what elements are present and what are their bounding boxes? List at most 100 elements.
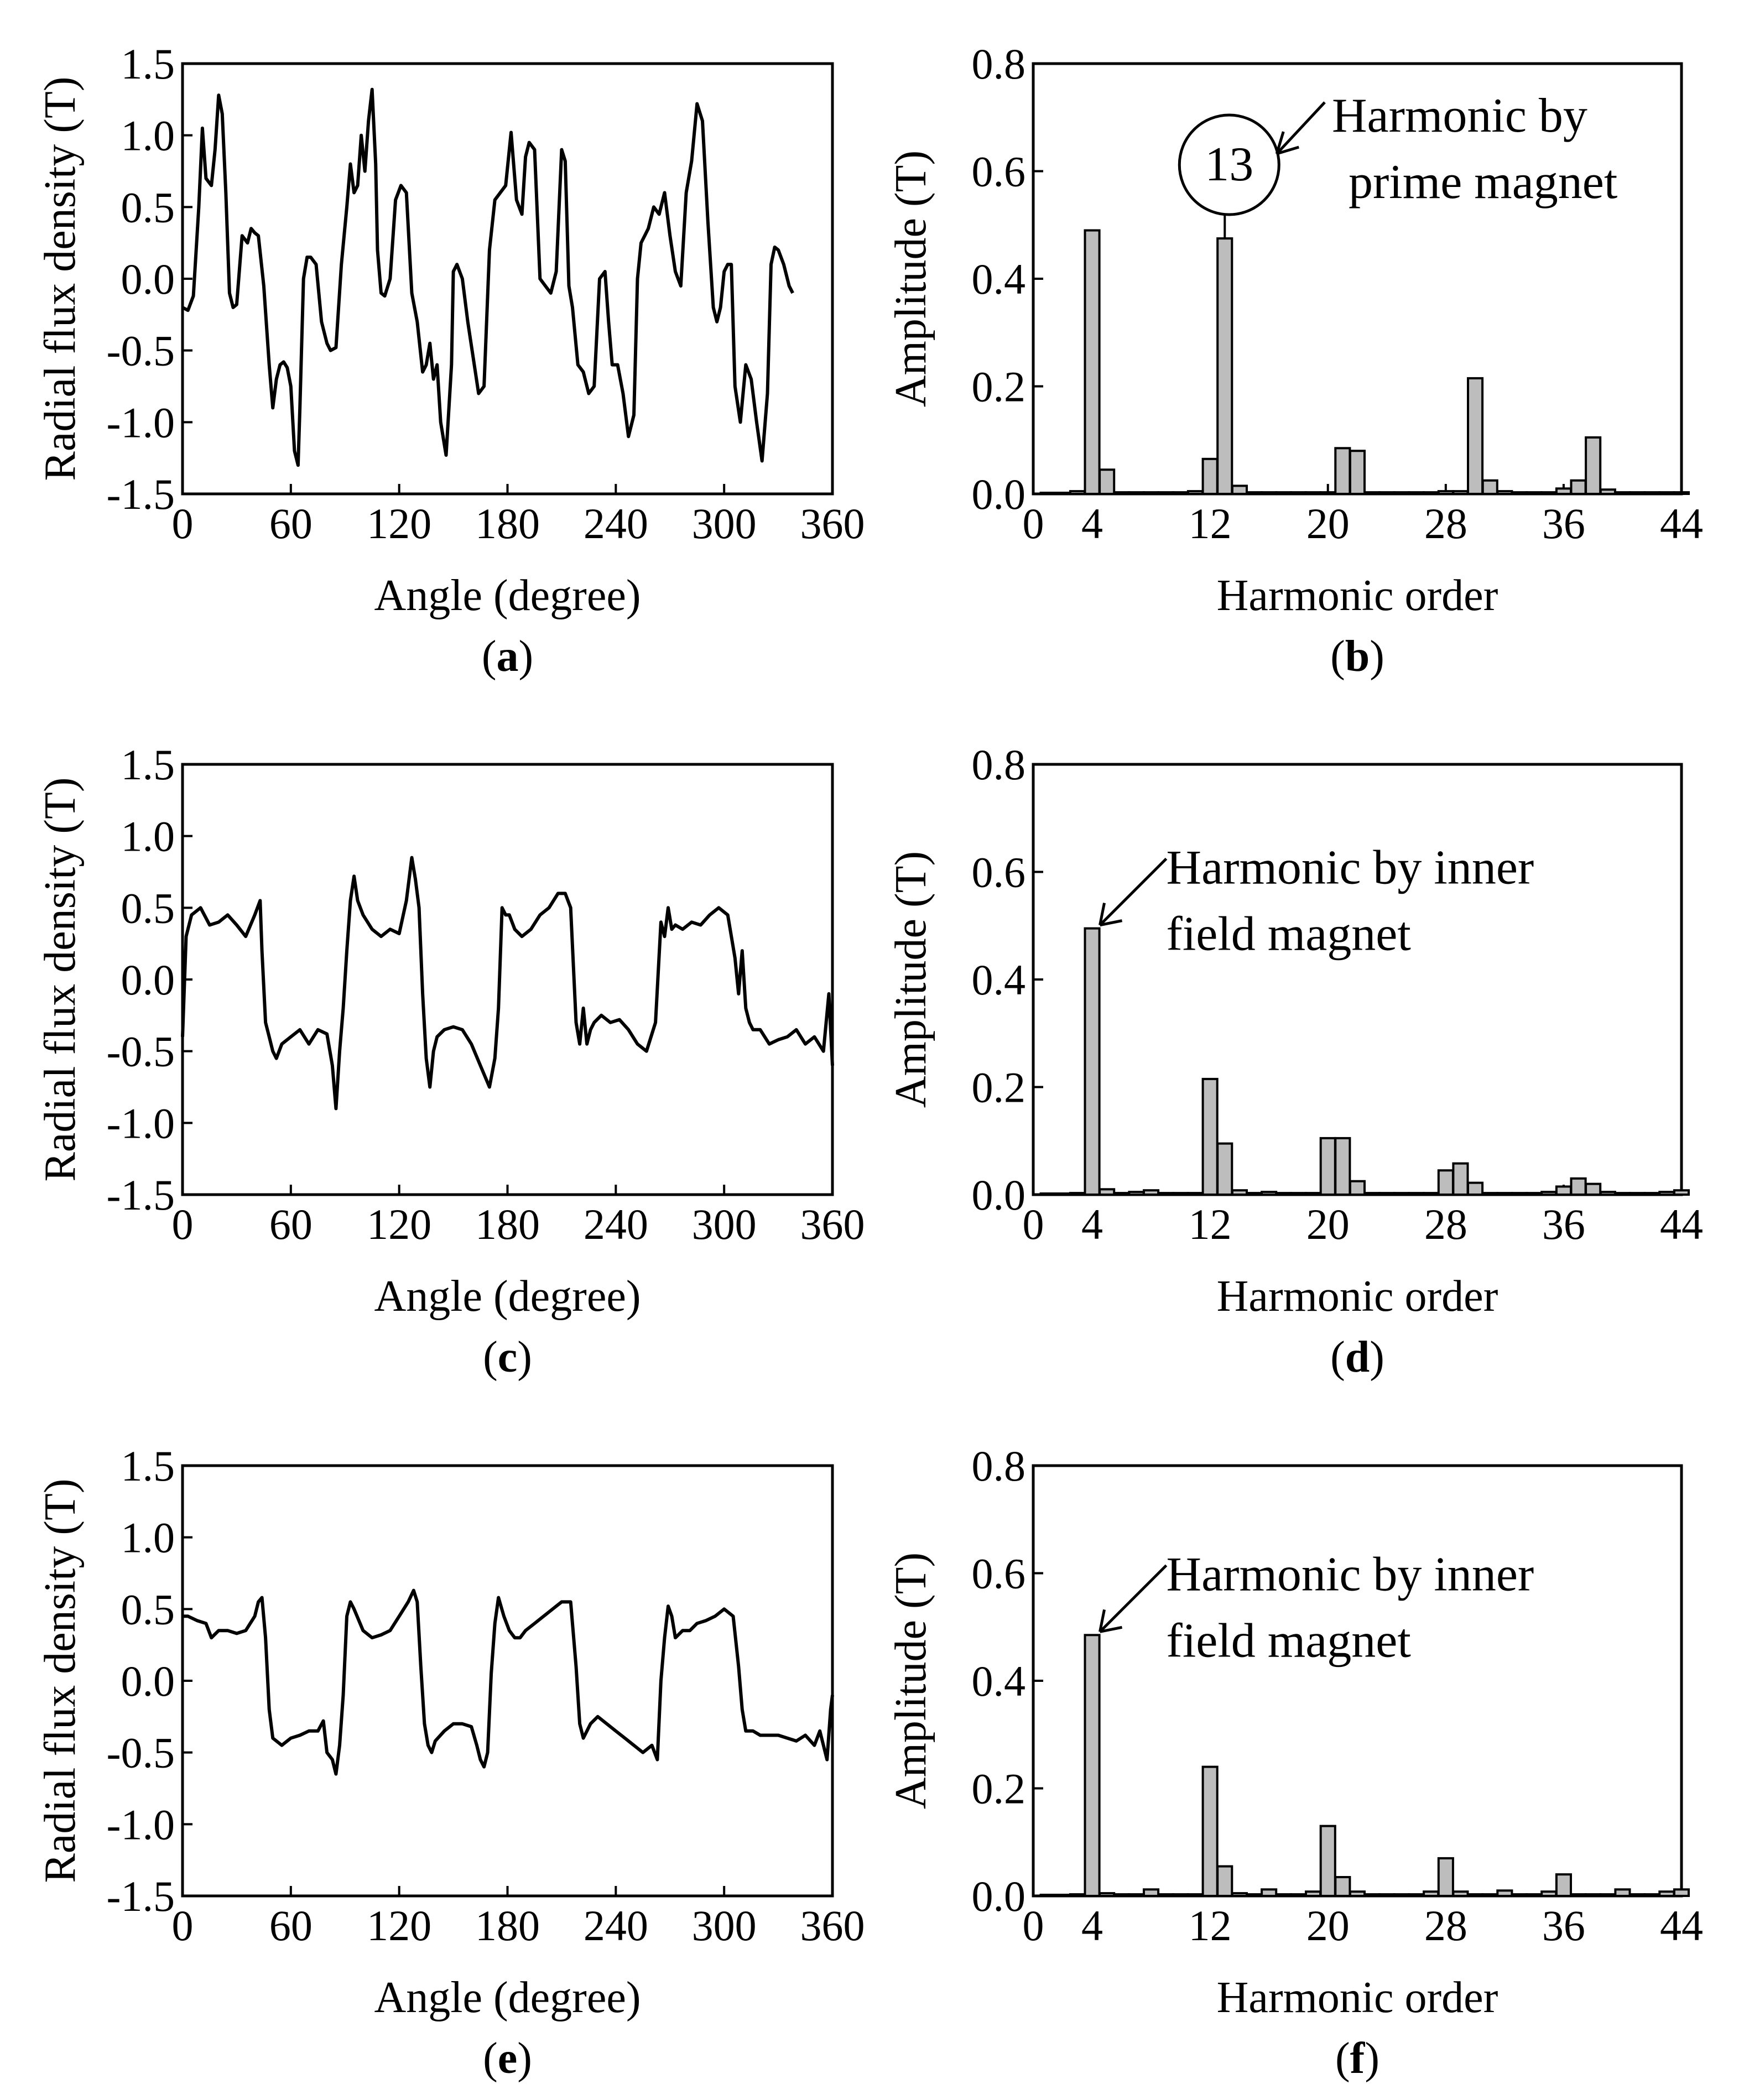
- y-tick-label: -1.5: [107, 1872, 175, 1920]
- x-tick-label: 300: [692, 1200, 757, 1248]
- bar: [1378, 491, 1396, 495]
- x-tick-label: 12: [1189, 499, 1232, 548]
- chart-c: 0 60 120 180 240 300 360 1.5 1.0 0.5 0.0 -0.5 -1.0 -1…: [36, 741, 865, 1382]
- bar: [1231, 1892, 1248, 1898]
- bar: [1261, 1888, 1278, 1898]
- bar: [1643, 1893, 1660, 1898]
- x-tick-label: 360: [800, 1901, 865, 1950]
- bar: [1305, 491, 1322, 495]
- bar: [1113, 1192, 1130, 1196]
- bar: [1172, 491, 1189, 495]
- bar: [1555, 487, 1572, 495]
- bar: [1614, 1192, 1631, 1196]
- series-line: [181, 87, 794, 467]
- x-tick-label: 4: [1081, 1901, 1103, 1950]
- bar: [1069, 1893, 1086, 1898]
- bar: [1599, 488, 1616, 496]
- bar: [1290, 491, 1307, 495]
- x-axis-label: Harmonic order: [1217, 1973, 1498, 2022]
- bar: [1275, 1893, 1292, 1898]
- y-tick-label: -1.0: [107, 1099, 175, 1147]
- bar: [1246, 1893, 1263, 1898]
- x-tick-label: 12: [1189, 1200, 1232, 1248]
- bar: [1039, 1192, 1056, 1196]
- annotation-text-line1: Harmonic by inner: [1167, 841, 1534, 895]
- bar: [1084, 927, 1101, 1196]
- bar: [1526, 1192, 1543, 1196]
- bar: [1658, 1890, 1675, 1897]
- annotation-arrow: [1099, 1564, 1168, 1633]
- bar: [1673, 1888, 1690, 1898]
- y-tick-label: 0.6: [972, 148, 1026, 196]
- x-tick-label: 20: [1306, 1901, 1350, 1950]
- annotation-text-line1: Harmonic by inner: [1167, 1547, 1534, 1601]
- bar: [1570, 1893, 1587, 1898]
- bar: [1231, 1189, 1248, 1196]
- x-axis-label: Angle (degree): [374, 1272, 641, 1321]
- annotation-circle-label: 13: [1205, 138, 1253, 191]
- y-tick-label: 1.0: [121, 812, 175, 861]
- x-tick-label: 4: [1081, 499, 1103, 548]
- bar: [1467, 1181, 1484, 1196]
- bar: [1437, 1169, 1454, 1196]
- y-tick-label: 0.6: [972, 848, 1026, 897]
- series-line: [181, 856, 834, 1111]
- x-tick-label: 240: [584, 499, 648, 548]
- bar: [1113, 491, 1130, 495]
- bar: [1157, 1893, 1174, 1898]
- bar: [1319, 1825, 1336, 1898]
- bar: [1039, 492, 1056, 495]
- bar: [1349, 1180, 1366, 1196]
- bar: [1363, 1192, 1381, 1196]
- bar: [1526, 491, 1543, 495]
- y-tick-label: 1.5: [121, 40, 175, 88]
- y-tick-label: 0.6: [972, 1550, 1026, 1598]
- bar: [1423, 1192, 1440, 1196]
- y-tick-label: 0.0: [972, 1171, 1026, 1219]
- y-axis-label: Amplitude (T): [887, 851, 935, 1108]
- bar: [1334, 1137, 1351, 1196]
- bar: [1201, 457, 1219, 495]
- x-tick-label: 360: [800, 499, 865, 548]
- annotation-arrowhead: [1099, 1609, 1123, 1633]
- x-tick-label: 36: [1542, 1200, 1585, 1248]
- chart-a: 0 60 120 180 240 300 360 1.5 1.0 0.5 0.0 -0.5 -1.0 -1…: [36, 40, 865, 681]
- bar: [1039, 1894, 1056, 1897]
- y-axis-label: Amplitude (T): [887, 150, 935, 407]
- bar: [1408, 1893, 1425, 1898]
- x-tick-label: 240: [584, 1200, 648, 1248]
- bar: [1452, 1890, 1469, 1897]
- y-tick-label: 0.2: [972, 1765, 1026, 1813]
- bar: [1570, 479, 1587, 496]
- bar: [1128, 1893, 1145, 1898]
- bar: [1334, 447, 1351, 495]
- bar: [1585, 1893, 1602, 1898]
- x-axis-label: Harmonic order: [1217, 1272, 1498, 1321]
- x-axis-label: Angle (degree): [374, 571, 641, 620]
- y-tick-label: 0.0: [121, 956, 175, 1004]
- y-tick-label: 0.5: [121, 1585, 175, 1633]
- chart-f: 0 4 12 20 28 36 44 0.8 0.6 0.4 0.2 0.0 Harmonic orde…: [887, 1442, 1703, 2083]
- panel-label: (c): [483, 1333, 532, 1382]
- x-tick-label: 240: [584, 1901, 648, 1950]
- bar: [1290, 1893, 1307, 1898]
- y-axis-label: Radial flux density (T): [36, 778, 85, 1182]
- bar: [1511, 1893, 1528, 1898]
- y-tick-label: 0.0: [121, 255, 175, 303]
- bar: [1363, 491, 1381, 495]
- bar: [1437, 490, 1454, 495]
- bar: [1378, 1192, 1396, 1196]
- bar: [1393, 491, 1410, 495]
- bar: [1186, 490, 1204, 495]
- bar: [1540, 491, 1558, 495]
- x-tick-label: 300: [692, 1901, 757, 1950]
- x-tick-label: 4: [1081, 1200, 1103, 1248]
- y-axis-label: Radial flux density (T): [36, 77, 85, 481]
- chart-b: 0 4 12 20 28 36 44 0.8 0.6 0.4 0.2 0.0 Harmonic orde…: [887, 40, 1703, 681]
- x-tick-label: 0: [1023, 499, 1044, 548]
- x-axis-label: Angle (degree): [374, 1973, 641, 2022]
- x-tick-label: 0: [1023, 1200, 1044, 1248]
- x-tick-label: 120: [367, 1901, 431, 1950]
- x-tick-label: 44: [1660, 1901, 1703, 1950]
- annotation-arrow: [1099, 857, 1168, 926]
